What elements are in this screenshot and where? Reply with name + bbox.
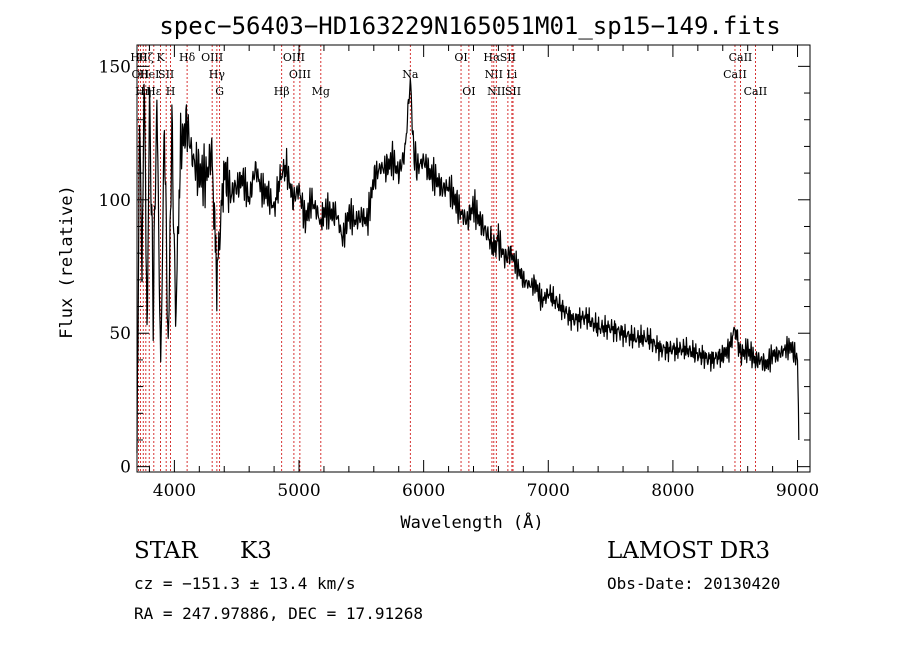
redshift-velocity: cz = −151.3 ± 13.4 km/s xyxy=(134,574,356,593)
object-class: STAR xyxy=(134,538,198,564)
x-tick-label-3: 7000 xyxy=(527,481,570,501)
line-label-24: Li xyxy=(506,68,517,81)
line-label-1: OII xyxy=(132,68,150,81)
x-tick-label-5: 9000 xyxy=(776,481,819,501)
line-label-21: NII xyxy=(485,68,503,81)
line-label-19: OI xyxy=(462,85,475,98)
y-axis-label: Flux (relative) xyxy=(57,185,77,339)
line-label-22: NII xyxy=(487,85,505,98)
line-label-7: SII xyxy=(158,68,174,81)
line-label-0: Hθ xyxy=(130,51,147,64)
observation-date: Obs-Date: 20130420 xyxy=(607,574,781,593)
line-label-13: Hβ xyxy=(274,85,290,98)
coordinates: RA = 247.97886, DEC = 17.91268 xyxy=(134,604,423,623)
y-tick-label-2: 100 xyxy=(99,191,131,211)
x-tick-label-2: 6000 xyxy=(402,481,445,501)
y-tick-label-3: 150 xyxy=(99,57,131,77)
line-label-25: SII xyxy=(505,85,521,98)
line-label-9: Hδ xyxy=(179,51,196,64)
object-subclass: K3 xyxy=(240,538,272,564)
line-label-28: CaII xyxy=(744,85,768,98)
x-tick-label-1: 5000 xyxy=(277,481,320,501)
line-label-14: OIII xyxy=(283,51,305,64)
line-label-15: OIII xyxy=(289,68,311,81)
line-label-3: Hζ xyxy=(138,51,154,64)
line-label-16: Mg xyxy=(312,85,330,98)
plot-frame xyxy=(136,44,811,473)
line-label-6: K xyxy=(156,51,165,64)
line-label-18: OI xyxy=(454,51,467,64)
x-axis-label: Wavelength (Å) xyxy=(400,511,543,533)
line-label-23: SII xyxy=(500,51,516,64)
x-tick-label-4: 8000 xyxy=(651,481,694,501)
line-label-27: CaII xyxy=(729,51,753,64)
line-label-20: Hα xyxy=(483,51,501,64)
line-label-8: H xyxy=(166,85,176,98)
axis-ticks: 4000 5000 6000 7000 8000 9000 0 50 100 150 xyxy=(99,45,819,501)
flux-series-line xyxy=(136,77,800,453)
chart-title: spec−56403−HD163229N165051M01_sp15−149.f… xyxy=(159,12,780,40)
line-label-4: HeI xyxy=(139,68,159,81)
y-tick-label-0: 0 xyxy=(120,458,131,478)
x-tick-label-0: 4000 xyxy=(153,481,196,501)
line-label-11: Hγ xyxy=(209,68,226,81)
line-label-10: OIII xyxy=(201,51,223,64)
line-label-2: Hη xyxy=(135,85,151,98)
line-label-26: CaII xyxy=(723,68,747,81)
y-tick-label-1: 50 xyxy=(109,324,131,344)
survey-name: LAMOST DR3 xyxy=(607,538,771,564)
line-label-17: Na xyxy=(402,68,419,81)
line-label-5: Hε xyxy=(146,85,162,98)
line-label-12: G xyxy=(215,85,224,98)
